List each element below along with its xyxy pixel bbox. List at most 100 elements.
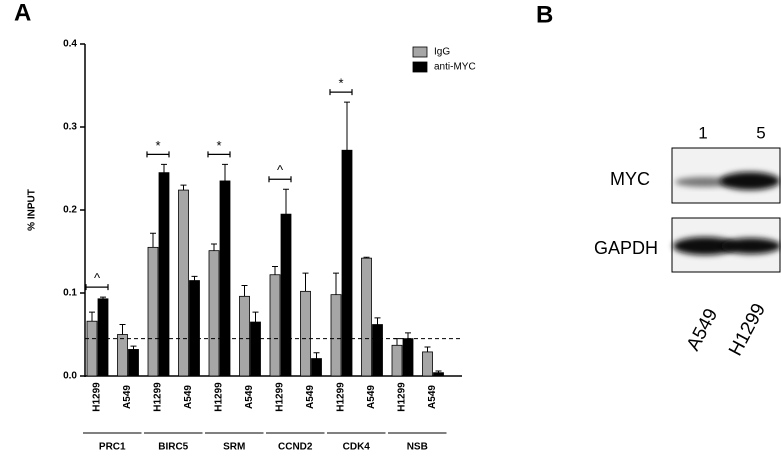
band-label: GAPDH [594,238,658,258]
lane-label: 5 [756,123,765,142]
error-bar [405,332,411,339]
legend-swatch [412,61,428,73]
error-bar [363,256,370,259]
legend-label: anti-MYC [434,62,476,73]
group-label: CDK4 [343,442,371,451]
error-bar [272,265,278,275]
y-tick-label: 0.1 [63,288,77,299]
x-tick-label: A549 [427,385,438,409]
band [720,172,780,190]
legend-label: IgG [434,47,450,58]
significance-bracket [207,151,231,158]
significance-label: * [216,138,221,153]
x-tick-label: H1299 [336,382,347,412]
bar [239,295,250,377]
bar [97,298,109,377]
error-bar [130,345,137,350]
bar [117,334,128,377]
error-bar [283,188,289,215]
cell-line-label: H1299 [725,300,770,359]
error-bar [374,317,381,325]
error-bar [100,296,106,299]
x-tick-label: A549 [305,385,316,409]
significance-label: * [338,76,343,91]
x-tick-label: A549 [366,385,377,409]
bar [208,250,220,377]
error-bar [89,311,95,322]
error-bar [394,338,400,346]
bar [300,290,311,377]
band [673,237,737,255]
x-tick-label: H1299 [397,382,408,412]
error-bar [191,275,198,281]
y-axis-label: % INPUT [27,189,38,231]
error-bar [302,272,309,292]
bar [147,246,159,377]
error-bar [435,370,442,373]
bar [372,324,383,377]
significance-label: ^ [94,271,101,286]
error-bar [344,101,350,151]
x-tick-label: A549 [183,385,194,409]
lane-label: 1 [698,123,707,142]
panel-label: B [536,1,553,28]
group-label: BIRC5 [158,442,188,451]
error-bar [313,352,320,359]
group-label: PRC1 [99,442,126,451]
error-bar [150,232,156,248]
x-tick-label: H1299 [92,382,103,412]
significance-bracket [146,151,170,158]
group-label: NSB [407,442,428,451]
error-bar [161,163,167,173]
significance-label: ^ [277,163,284,178]
bar [178,189,189,377]
y-tick-label: 0.4 [63,39,77,50]
bar [341,149,353,377]
significance-label: * [155,138,160,153]
bar [158,172,170,377]
bar [361,257,372,377]
bar [330,294,342,377]
group-label: SRM [223,442,245,451]
error-bar [211,243,217,251]
bar [269,274,281,377]
cell-line-label: A549 [683,305,722,354]
significance-bracket [329,89,353,96]
bar [311,358,322,377]
bar [280,213,292,377]
band [675,177,735,187]
error-bar [424,346,431,352]
bar [189,280,200,377]
significance-bracket [268,176,292,183]
legend-swatch [412,46,428,58]
x-tick-label: A549 [122,385,133,409]
x-tick-label: H1299 [275,382,286,412]
y-tick-label: 0.0 [63,371,77,382]
error-bar [222,163,228,181]
error-bar [333,272,339,295]
error-bar [180,184,187,191]
bar [86,320,98,377]
band [721,238,781,254]
error-bar [119,324,126,335]
error-bar [241,285,248,297]
bar [433,372,444,377]
x-tick-label: H1299 [214,382,225,412]
x-tick-label: H1299 [153,382,164,412]
bar [219,180,231,377]
significance-bracket [85,284,109,291]
bar [128,349,139,377]
bar [250,321,261,377]
y-tick-label: 0.2 [63,205,77,216]
panel-label: A [14,0,31,26]
error-bar [252,311,259,323]
y-tick-label: 0.3 [63,122,77,133]
band-label: MYC [610,169,650,189]
blot: 1 5 MYC GAPDH A549 H1299 [594,123,781,359]
x-tick-label: A549 [244,385,255,409]
bar [402,338,414,377]
bar [422,351,433,377]
group-label: CCND2 [278,442,313,451]
bar [391,344,403,377]
